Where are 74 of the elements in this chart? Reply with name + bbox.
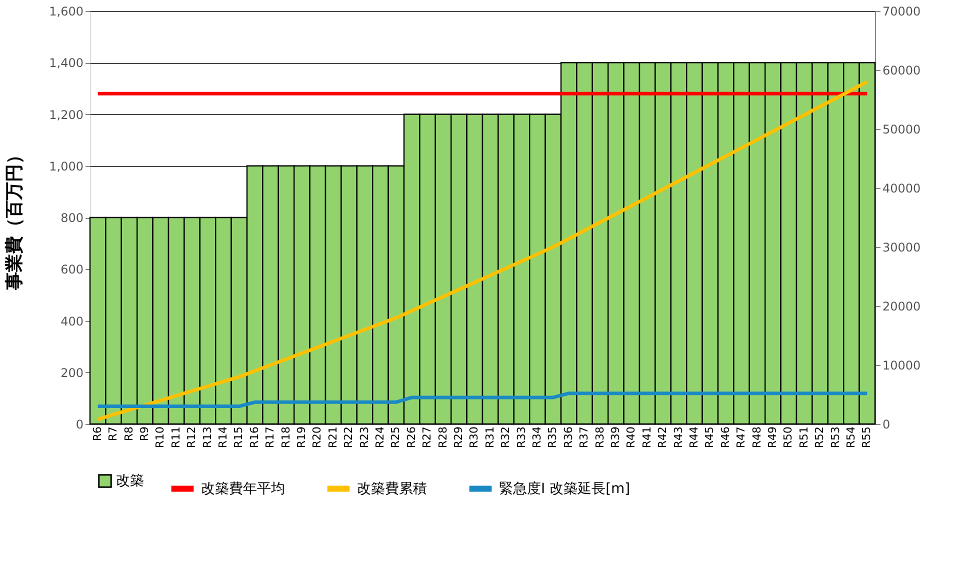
y2-tick-label: 40000 [882, 182, 921, 196]
x-tick-label: R34 [530, 426, 544, 448]
legend-label: 改築 [116, 473, 144, 489]
x-tick-label: R26 [404, 426, 418, 448]
y-tick-label: 1,000 [49, 159, 84, 174]
x-tick-label: R44 [687, 426, 700, 448]
x-tick-label: R48 [750, 426, 764, 448]
x-tick-label: R41 [640, 426, 654, 448]
y-tick-label: 400 [60, 314, 84, 328]
legend-label: 改築費累積 [357, 480, 427, 497]
y2-tick-label: 50000 [882, 122, 921, 136]
x-tick-label: R24 [373, 426, 386, 448]
x-tick-label: R27 [420, 426, 434, 448]
x-tick-label: R39 [608, 426, 622, 448]
y-tick-label: 0 [76, 418, 84, 432]
x-tick-label: R7 [106, 426, 120, 442]
x-tick-label: R35 [546, 426, 560, 448]
x-tick-label: R49 [766, 426, 779, 448]
x-tick-label: R10 [154, 426, 167, 448]
x-tick-label: R8 [122, 426, 136, 442]
x-tick-label: R14 [216, 426, 230, 448]
x-tick-label: R30 [468, 426, 481, 448]
x-tick-label: R19 [294, 426, 308, 448]
x-tick-label: R13 [200, 426, 214, 448]
x-tick-label: R12 [185, 426, 198, 448]
x-tick-label: R36 [562, 426, 575, 448]
y2-tick-label: 10000 [882, 358, 921, 372]
y2-tick-label: 70000 [882, 4, 921, 18]
x-tick-label: R45 [703, 426, 716, 448]
x-tick-label: R54 [844, 426, 858, 448]
x-tick-label: R53 [828, 426, 842, 448]
x-tick-label: R50 [782, 426, 795, 448]
x-tick-label: R28 [436, 426, 450, 448]
x-tick-label: R40 [624, 426, 638, 448]
x-tick-label: R29 [452, 426, 465, 448]
x-tick-label: R20 [310, 426, 324, 448]
y2-tick-label: 60000 [882, 64, 921, 78]
x-tick-label: R23 [358, 426, 371, 448]
x-tick-label: R55 [860, 426, 874, 448]
x-tick-label: R25 [389, 426, 402, 448]
y-tick-label: 600 [60, 262, 84, 277]
y-tick-label: 1,400 [49, 56, 84, 70]
x-tick-label: R37 [578, 426, 591, 448]
x-tick-label: R31 [483, 426, 496, 448]
x-tick-label: R21 [326, 426, 340, 448]
y2-tick-label: 0 [882, 418, 890, 432]
x-tick-label: R9 [138, 426, 151, 442]
x-tick-label: R51 [797, 426, 810, 448]
x-tick-label: R18 [279, 426, 292, 448]
y-tick-label: 200 [60, 366, 84, 380]
x-tick-label: R6 [90, 426, 104, 442]
x-tick-label: R32 [499, 426, 512, 448]
x-tick-label: R43 [672, 426, 685, 448]
x-tick-label: R22 [342, 426, 356, 448]
line-series [96, 392, 869, 408]
x-tick-label: R11 [169, 426, 182, 448]
x-tick-label: R52 [813, 426, 826, 448]
y-tick-label: 1,600 [49, 4, 84, 18]
x-tick-label: R17 [264, 426, 277, 448]
x-tick-label: R16 [248, 426, 261, 448]
x-tick-label: R46 [718, 426, 732, 448]
y-tick-label: 800 [60, 211, 84, 225]
x-tick-label: R33 [514, 426, 528, 448]
legend-label: 改築費年平均 [201, 480, 285, 497]
y2-tick-label: 30000 [882, 240, 921, 254]
y-axis-title: 事業費（百万円） [4, 146, 26, 291]
legend-label: 緊急度Ⅰ 改築延長[m] [499, 480, 630, 497]
y2-tick-label: 20000 [882, 300, 921, 314]
x-tick-label: R42 [656, 426, 670, 448]
y-tick-label: 1,200 [49, 108, 84, 122]
line-series [96, 80, 869, 422]
x-tick-label: R38 [593, 426, 606, 448]
x-tick-label: R15 [232, 426, 246, 448]
x-tick-label: R47 [734, 426, 748, 448]
